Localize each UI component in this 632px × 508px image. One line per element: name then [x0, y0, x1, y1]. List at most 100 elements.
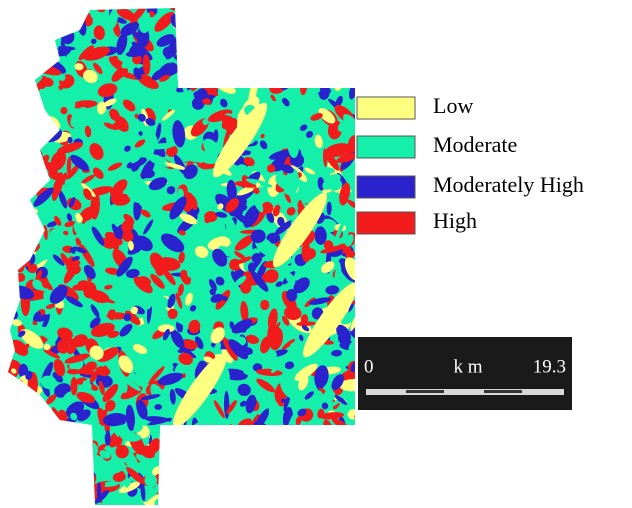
map-patch — [274, 32, 292, 46]
map-patch — [320, 60, 329, 68]
map-patch — [29, 56, 46, 63]
map-patch — [0, 413, 8, 426]
map-patch — [217, 473, 244, 488]
map-patch — [3, 450, 16, 462]
map-patch — [205, 436, 227, 459]
map-patch — [282, 499, 296, 508]
map-patch — [186, 499, 208, 508]
map-patch — [286, 438, 296, 448]
map-patch — [18, 175, 33, 182]
map-patch — [253, 2, 282, 28]
map-patch — [218, 471, 243, 497]
map-patch — [0, 115, 15, 129]
map-patch — [0, 261, 6, 275]
map-patch — [166, 462, 178, 472]
map-patch — [179, 446, 188, 470]
map-patch — [218, 472, 242, 482]
map-patch — [13, 435, 25, 447]
map-patch — [6, 89, 25, 108]
map-patch — [8, 0, 17, 14]
map-patch — [161, 439, 186, 460]
map-patch — [223, 9, 238, 24]
map-patch — [228, 430, 245, 443]
legend-label: Low — [433, 93, 473, 118]
map-patch — [24, 106, 41, 123]
map-patch — [247, 430, 257, 437]
map-patch — [179, 495, 201, 508]
map-patch — [10, 401, 21, 406]
map-patch — [195, 471, 218, 490]
map-patch — [1, 213, 15, 226]
map-patch — [232, 489, 252, 502]
map-patch — [201, 437, 221, 466]
map-patch — [21, 396, 35, 420]
map-patch — [5, 64, 17, 92]
map-patch — [271, 479, 283, 492]
map-patch — [327, 475, 343, 491]
map-patch — [253, 1, 275, 14]
map-patch — [212, 466, 234, 495]
map-patch — [321, 26, 333, 42]
map-patch — [304, 3, 332, 16]
map-patch — [234, 73, 255, 89]
map-patch — [0, 116, 8, 124]
map-patch — [324, 426, 335, 438]
map-patch — [335, 47, 356, 71]
map-patch — [49, 476, 67, 502]
map-patch — [332, 27, 342, 38]
map-patch — [181, 26, 193, 36]
map-patch — [36, 435, 47, 448]
map-patch — [297, 41, 308, 46]
map-patch — [0, 371, 5, 379]
map-patch — [252, 30, 266, 43]
map-patch — [305, 40, 314, 49]
map-patch — [0, 39, 20, 46]
map-patch — [328, 8, 347, 27]
map-patch — [28, 488, 40, 507]
map-patch — [257, 41, 264, 54]
map-patch — [0, 145, 16, 175]
page: LowModerateModerately HighHigh 0 k m 19.… — [0, 0, 632, 508]
map-patch — [300, 496, 323, 508]
map-patch — [0, 60, 9, 83]
map-patch — [214, 4, 222, 11]
map-patch — [337, 262, 341, 287]
legend-swatch — [357, 176, 415, 198]
map-patch — [204, 441, 223, 465]
map-patch — [226, 23, 236, 33]
map-patch — [10, 391, 17, 409]
map-patch — [0, 327, 7, 339]
map-patch — [60, 482, 80, 502]
map-patch — [277, 26, 290, 39]
map-patch — [15, 176, 31, 187]
map-patch — [159, 479, 165, 492]
map-patch — [267, 479, 280, 492]
map-patch — [230, 61, 244, 78]
map-patch — [64, 486, 84, 495]
map-patch — [305, 484, 320, 508]
map-patch — [49, 440, 75, 462]
map-patch — [9, 424, 28, 445]
scale-segment — [406, 390, 444, 393]
map-patch — [217, 12, 224, 18]
legend-swatch — [357, 97, 415, 119]
map-patch — [312, 460, 319, 468]
map-patch — [347, 55, 362, 71]
map-patch — [247, 33, 268, 52]
legend-swatch — [357, 212, 415, 234]
map-patch — [221, 458, 229, 466]
map-patch — [56, 457, 71, 469]
map-patch — [18, 253, 29, 263]
map-patch — [188, 12, 203, 28]
map-patch — [203, 43, 220, 60]
map-patch — [4, 260, 18, 274]
map-patch — [284, 43, 313, 64]
map-patch — [292, 458, 297, 467]
map-patch — [225, 40, 238, 52]
map-patch — [14, 500, 22, 505]
scale-segment — [484, 390, 522, 393]
map-patch — [33, 0, 43, 18]
map-patch — [18, 58, 40, 74]
map-patch — [303, 35, 317, 46]
map-patch — [28, 476, 55, 500]
